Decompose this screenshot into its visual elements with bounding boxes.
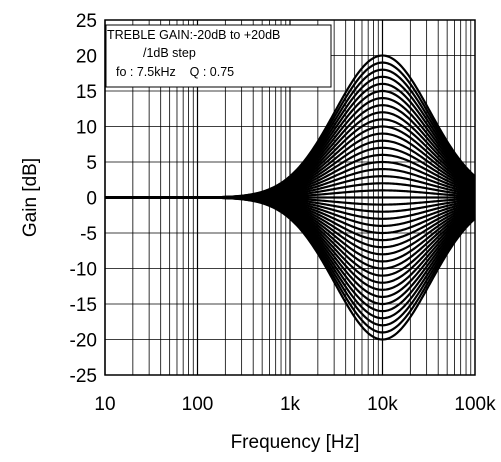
plot-frame [104, 19, 476, 376]
x-tick-labels: 10 100 1k 10k 100k [94, 394, 496, 415]
annotation-box: TREBLE GAIN:-20dB to +20dB /1dB step fo … [105, 24, 332, 88]
y-tick-label: -25 [70, 366, 97, 387]
y-tick-label: -20 [70, 331, 97, 352]
y-tick-label: 20 [76, 47, 97, 68]
y-tick-label: -15 [70, 295, 97, 316]
y-tick-label: 0 [86, 189, 97, 210]
y-tick-label: 10 [76, 118, 97, 139]
x-tick-label: 10k [367, 394, 398, 415]
y-tick-label: -5 [80, 224, 97, 245]
x-tick-label: 100k [454, 394, 496, 415]
x-axis-label: Frequency [Hz] [231, 432, 360, 453]
x-tick-label: 1k [280, 394, 301, 415]
x-tick-label: 10 [94, 394, 115, 415]
annotation-line-3: fo : 7.5kHz Q : 0.75 [116, 65, 234, 79]
gain-curves [105, 54, 476, 341]
y-tick-label: 15 [76, 82, 97, 103]
y-tick-label: 25 [76, 11, 97, 32]
annotation-frame [105, 24, 332, 88]
y-tick-label: 5 [86, 153, 97, 174]
y-tick-label: -10 [70, 260, 97, 281]
x-tick-label: 100 [182, 394, 214, 415]
y-axis-label: Gain [dB] [20, 158, 41, 237]
y-tick-labels: 25 20 15 10 5 0 -5 -10 -15 -20 -25 [70, 11, 97, 387]
annotation-line-2: /1dB step [143, 46, 196, 60]
gain-curve [105, 54, 476, 199]
annotation-line-1: TREBLE GAIN:-20dB to +20dB [107, 28, 280, 42]
